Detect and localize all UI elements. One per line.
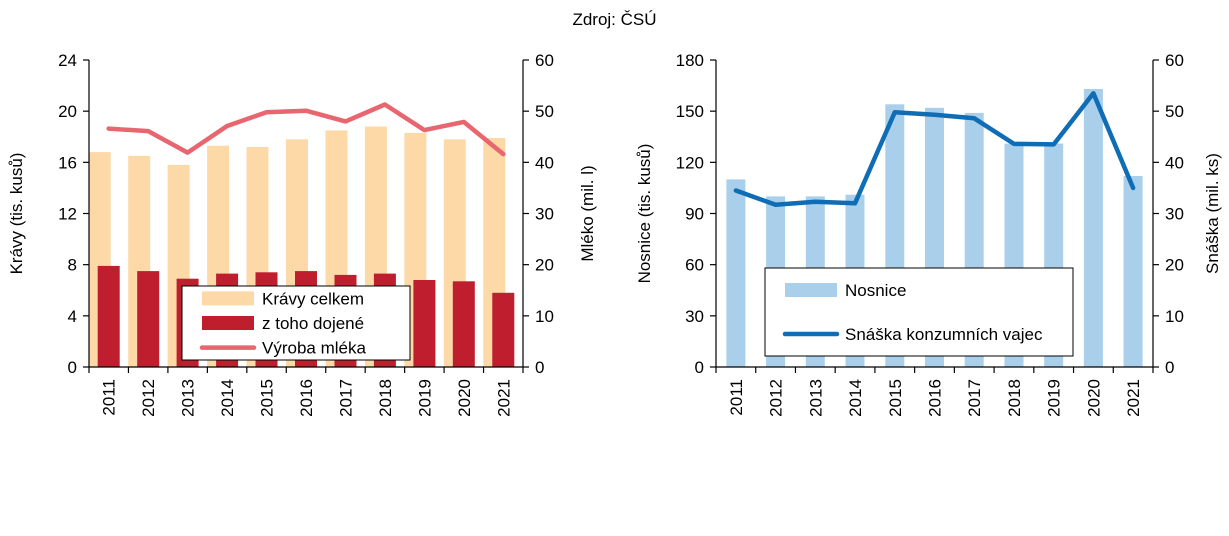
left-tick-label: 150 <box>676 102 704 121</box>
legend-swatch-0 <box>785 283 837 297</box>
right-tick-label: 10 <box>1165 307 1184 326</box>
bar-z-toho-dojené-2021 <box>492 292 515 367</box>
chart-cows-milk: 0 4 8 12 16 20 24 0 10 20 30 40 50 60 2011 2012 2013 2014… <box>7 51 597 417</box>
left-tick-label: 0 <box>68 358 77 377</box>
legend-label-2: Výroba mléka <box>262 339 366 358</box>
legend-label-1: z toho dojené <box>262 314 364 333</box>
x-tick-label: 2020 <box>455 379 474 417</box>
x-tick-label: 2019 <box>1045 379 1064 417</box>
x-tick-label: 2012 <box>767 379 786 417</box>
left-tick-label: 12 <box>58 205 77 224</box>
x-tick-label: 2013 <box>806 379 825 417</box>
right-tick-label: 60 <box>535 51 554 70</box>
legend-label-1: Snáška konzumních vajec <box>845 325 1043 344</box>
x-tick-label: 2018 <box>376 379 395 417</box>
left-axis-title: Nosnice (tis. kusů) <box>635 144 654 284</box>
right-tick-label: 40 <box>535 153 554 172</box>
legend-box <box>764 267 1074 357</box>
left-tick-label: 24 <box>58 51 77 70</box>
left-tick-label: 120 <box>676 153 704 172</box>
left-tick-label: 16 <box>58 153 77 172</box>
left-tick-label: 8 <box>68 256 77 275</box>
right-axis-title: Mléko (mil. l) <box>578 165 597 261</box>
x-tick-label: 2021 <box>494 379 513 417</box>
x-tick-label: 2017 <box>965 379 984 417</box>
x-tick-label: 2018 <box>1005 379 1024 417</box>
x-tick-label: 2015 <box>886 379 905 417</box>
right-tick-label: 0 <box>1165 358 1174 377</box>
right-tick-label: 10 <box>535 307 554 326</box>
chart-hens-eggs: 0 30 60 90 120 150 180 0 10 20 30 40 50 60 2011 2012 201… <box>635 51 1222 417</box>
x-tick-label: 2012 <box>139 379 158 417</box>
legend-swatch-1 <box>202 316 254 330</box>
left-tick-label: 4 <box>68 307 77 326</box>
x-tick-label: 2017 <box>336 379 355 417</box>
x-tick-label: 2014 <box>218 379 237 417</box>
right-tick-label: 20 <box>1165 256 1184 275</box>
x-tick-label: 2013 <box>179 379 198 417</box>
legend: Nosnice Snáška konzumních vajec <box>764 267 1074 357</box>
x-tick-label: 2019 <box>415 379 434 417</box>
right-tick-label: 20 <box>535 256 554 275</box>
x-tick-label: 2016 <box>297 379 316 417</box>
right-tick-label: 0 <box>535 358 544 377</box>
left-tick-label: 0 <box>695 358 704 377</box>
left-tick-label: 20 <box>58 102 77 121</box>
legend-swatch-0 <box>202 291 254 306</box>
bar-z-toho-dojené-2020 <box>452 281 475 367</box>
right-tick-label: 30 <box>535 205 554 224</box>
bar-z-toho-dojené-2012 <box>137 271 160 367</box>
x-tick-label: 2021 <box>1124 379 1143 417</box>
x-tick-label: 2011 <box>100 379 119 416</box>
left-tick-label: 30 <box>685 307 704 326</box>
right-tick-label: 30 <box>1165 205 1184 224</box>
x-tick-label: 2020 <box>1084 379 1103 417</box>
bar-nosnice-2011 <box>726 179 746 367</box>
right-axis-title: Snáška (mil. ks) <box>1203 153 1222 274</box>
legend: Krávy celkem z toho dojené Výroba mléka <box>181 285 411 361</box>
left-axis-title: Krávy (tis. kusů) <box>7 153 26 275</box>
left-tick-label: 60 <box>685 256 704 275</box>
left-tick-label: 90 <box>685 205 704 224</box>
right-tick-label: 40 <box>1165 153 1184 172</box>
x-tick-label: 2015 <box>258 379 277 417</box>
x-tick-label: 2014 <box>846 379 865 417</box>
legend-label-0: Krávy celkem <box>262 289 364 308</box>
x-tick-label: 2016 <box>926 379 945 417</box>
legend-label-0: Nosnice <box>845 281 906 300</box>
right-tick-label: 50 <box>535 102 554 121</box>
bar-nosnice-2021 <box>1123 176 1143 367</box>
x-tick-label: 2011 <box>727 379 746 416</box>
source-note: Zdroj: ČSÚ <box>572 10 657 29</box>
left-tick-label: 180 <box>676 51 704 70</box>
right-tick-label: 60 <box>1165 51 1184 70</box>
bar-z-toho-dojené-2011 <box>97 265 120 367</box>
bar-z-toho-dojené-2019 <box>413 280 436 367</box>
bar-nosnice-2020 <box>1083 89 1103 367</box>
right-tick-label: 50 <box>1165 102 1184 121</box>
